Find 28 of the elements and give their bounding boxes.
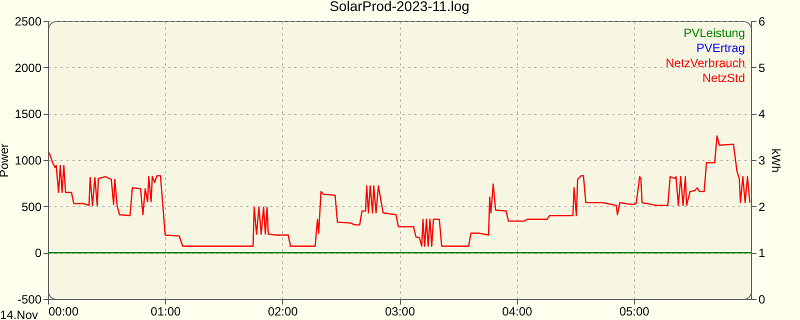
y2-tick-label: 0	[758, 292, 766, 306]
y-tick-label: 0	[34, 246, 42, 260]
text: NetzVerbrauch	[666, 56, 745, 70]
y2-tick-label: 1	[758, 246, 766, 260]
y-tick-label: 2000	[14, 60, 42, 75]
x-tick-label: 01:00	[150, 304, 182, 318]
y2-tick-label: 5	[758, 60, 766, 75]
text: PVLeistung	[684, 26, 745, 40]
y-tick-label: 1500	[14, 107, 42, 122]
y2-tick-label: 4	[758, 107, 766, 122]
legend-label: PVErtrag	[696, 41, 745, 55]
x-tick-label: 05:00	[619, 304, 650, 318]
x-tick-label: 02:00	[268, 304, 298, 318]
chart-title: SolarProd-2023-11.log	[330, 0, 470, 14]
y2-axis-title: kWh	[769, 148, 784, 172]
y-tick-label: 1000	[14, 154, 42, 168]
y2-tick-label: 3	[758, 154, 766, 168]
legend-label: NetzStd	[702, 71, 745, 85]
x-tick-label: 03:00	[384, 304, 416, 318]
y-tick-label: -500	[17, 292, 42, 306]
y2-tick-label: 6	[758, 14, 766, 28]
y-tick-label: 500	[21, 200, 42, 214]
x-tick-label: 04:00	[502, 304, 533, 318]
y2-tick-label: 2	[758, 200, 766, 214]
text: 14.Nov	[0, 308, 38, 320]
y-tick-label: 2500	[14, 14, 42, 28]
x-tick-label: 00:00	[48, 304, 79, 318]
line-series	[48, 135, 750, 247]
